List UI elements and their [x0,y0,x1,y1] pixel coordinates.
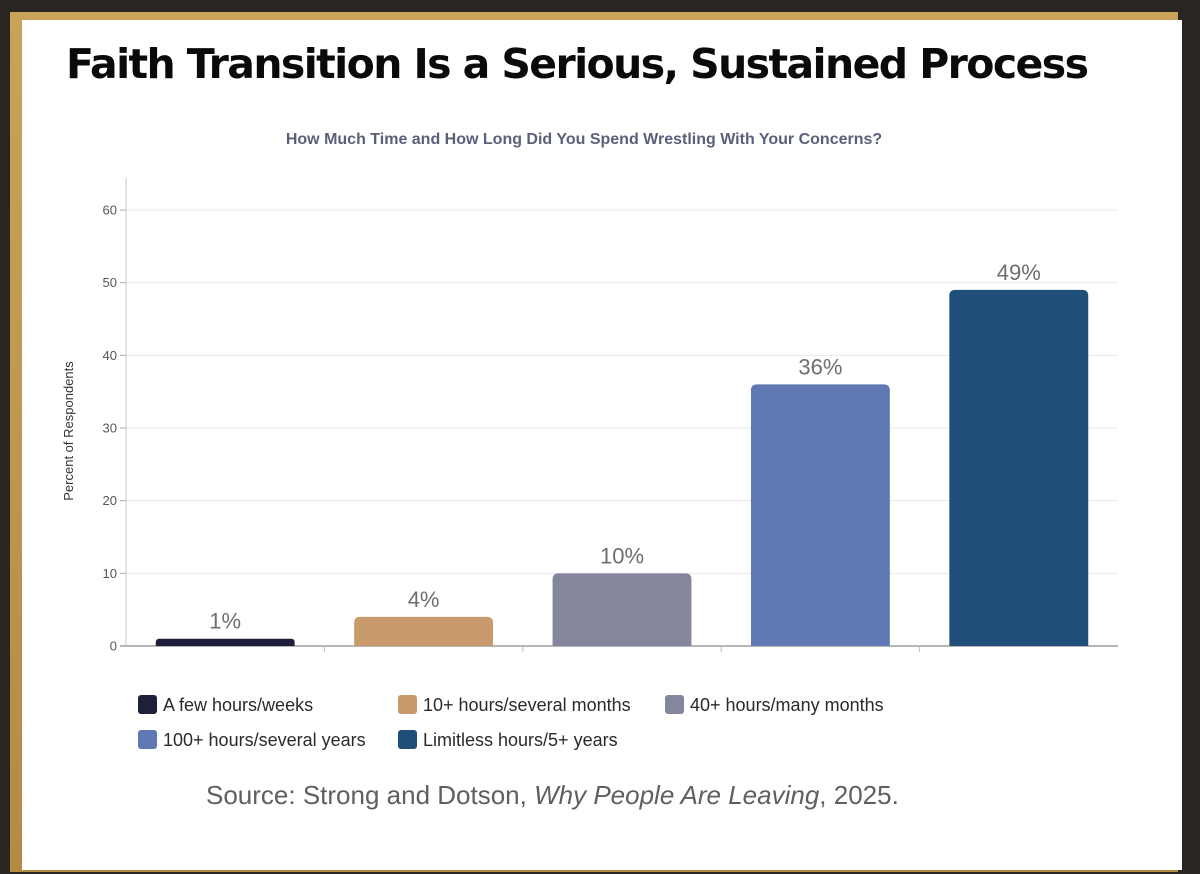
y-axis-label: Percent of Respondents [61,361,76,501]
y-tick-label: 50 [103,275,117,290]
legend-label-5: Limitless hours/5+ years [423,730,618,750]
y-tick-label: 0 [110,639,117,654]
legend-label-2: 10+ hours/several months [423,695,631,715]
y-tick-label: 30 [103,421,117,436]
legend-swatch-5 [398,730,417,749]
bar-1 [155,638,295,646]
data-label-4: 36% [798,354,842,379]
y-tick-label: 40 [103,348,117,363]
source-citation: Source: Strong and Dotson, Why People Ar… [206,780,899,811]
legend-swatch-1 [138,695,157,714]
data-labels: 1% 4% 10% 36% 49% [209,260,1041,634]
bar-chart: How Much Time and How Long Did You Spend… [61,131,1118,750]
bar-2 [354,616,494,646]
slide-title: Faith Transition Is a Serious, Sustained… [66,40,1089,88]
data-label-2: 4% [408,587,440,612]
source-suffix: , 2025. [819,780,899,810]
bar-5 [949,289,1089,646]
legend-label-4: 100+ hours/several years [163,730,366,750]
source-prefix: Source: Strong and Dotson, [206,780,535,810]
y-tick-label: 60 [103,203,117,218]
bars [155,289,1089,646]
chart-title: How Much Time and How Long Did You Spend… [286,131,882,148]
legend-swatch-2 [398,695,417,714]
data-label-1: 1% [209,609,241,634]
source-book-title: Why People Are Leaving [534,780,820,810]
slide: Faith Transition Is a Serious, Sustained… [22,20,1182,870]
legend-swatch-3 [665,695,684,714]
legend-swatch-4 [138,730,157,749]
y-tick-label: 10 [103,566,117,581]
data-label-5: 49% [997,260,1041,285]
legend-label-3: 40+ hours/many months [690,695,884,715]
bar-3 [552,573,692,646]
legend-label-1: A few hours/weeks [163,695,313,715]
legend: A few hours/weeks 10+ hours/several month… [138,695,884,750]
y-tick-label: 20 [103,493,117,508]
data-label-3: 10% [600,543,644,568]
bar-4 [750,384,890,646]
